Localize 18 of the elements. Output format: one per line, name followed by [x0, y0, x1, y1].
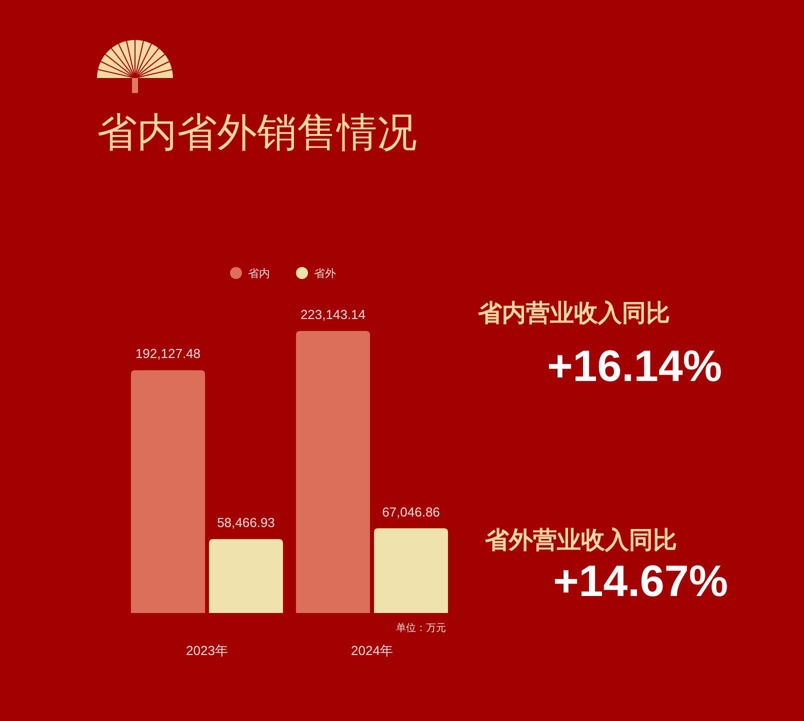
bar [209, 539, 283, 613]
data-label: 223,143.14 [300, 307, 366, 322]
bar [374, 528, 448, 613]
bar [296, 331, 370, 613]
data-label: 58,466.93 [217, 515, 275, 530]
legend-label: 省内 [248, 267, 270, 280]
text: +16.14% [547, 342, 722, 391]
text: +14.67% [553, 557, 728, 606]
data-label: 192,127.48 [135, 346, 201, 362]
text: 单位：万元 [396, 622, 446, 634]
text: 省内营业收入同比 [477, 300, 670, 327]
legend-label: 省外 [314, 267, 336, 280]
x-tick-label: 2023年 [186, 643, 228, 658]
bar [131, 370, 205, 613]
text: 省外营业收入同比 [484, 527, 677, 554]
data-label: 67,046.86 [382, 504, 440, 520]
x-tick-label: 2024年 [351, 643, 393, 658]
chart-title: 省内省外销售情况 [97, 111, 417, 155]
